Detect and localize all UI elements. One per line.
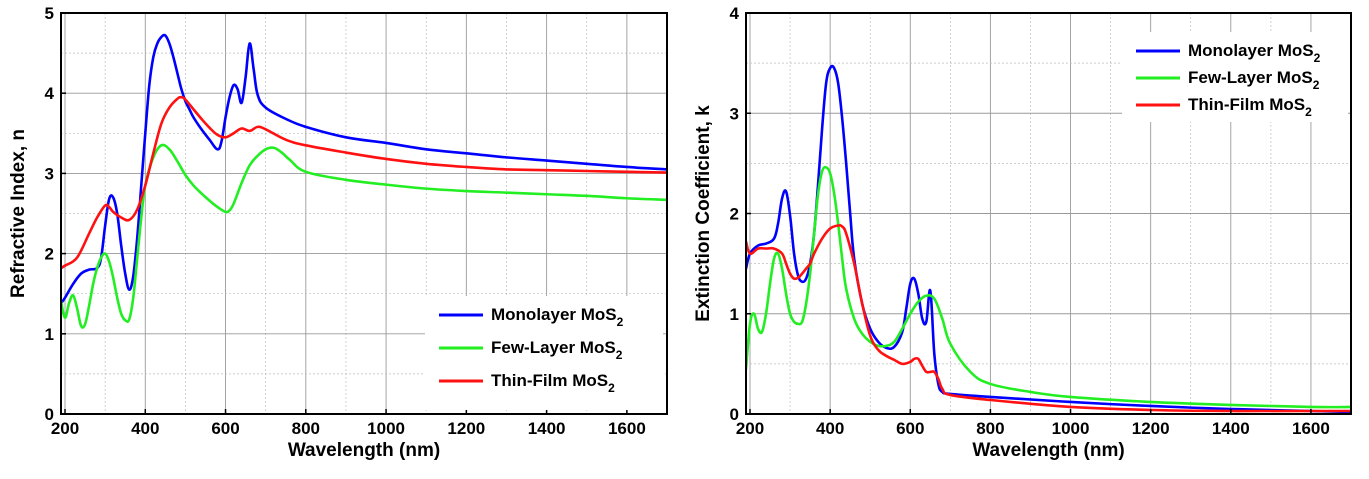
x-tick-label: 800 (976, 419, 1004, 438)
y-tick-label: 5 (45, 4, 54, 23)
y-tick-label: 4 (730, 4, 740, 23)
legend-label-text: Monolayer MoS (1188, 41, 1314, 60)
y-tick-label: 1 (45, 325, 54, 344)
y-tick-label: 2 (730, 205, 739, 224)
x-tick-label: 1200 (447, 419, 485, 438)
legend-label-text: Thin-Film MoS (1188, 95, 1305, 114)
legend-label-text: Few-Layer MoS (1188, 68, 1313, 87)
x-axis-title: Wavelength (nm) (288, 440, 440, 461)
series-line-2 (746, 224, 1351, 413)
axes-frame (60, 12, 668, 415)
extinction-coefficient-chart: 200 400 600 800 1000 1200 1400 1600 0 1 2 3 4 Wavelen… (693, 4, 1352, 461)
x-tick-label: 200 (51, 419, 79, 438)
legend-label-1: Few-Layer MoS2 (491, 338, 623, 362)
legend-label-subscript: 2 (1305, 105, 1312, 119)
x-tick-label: 600 (896, 419, 924, 438)
x-tick-label: 800 (292, 419, 320, 438)
legend-label-subscript: 2 (617, 315, 624, 329)
refractive-index-chart: 200 400 600 800 1000 1200 1400 1600 0 1 2 3 4 5 Wavele… (8, 4, 668, 461)
legend-label-text: Few-Layer MoS (491, 338, 616, 357)
y-tick-label: 4 (45, 84, 55, 103)
x-tick-label: 1400 (1212, 419, 1250, 438)
x-tick-label: 1000 (367, 419, 405, 438)
series-line-1 (61, 143, 667, 329)
y-tick-label: 3 (45, 164, 54, 183)
x-tick-label: 1000 (1052, 419, 1090, 438)
x-tick-label: 1600 (1292, 419, 1330, 438)
x-tick-label: 200 (736, 419, 764, 438)
legend-label-subscript: 2 (608, 381, 615, 395)
legend-label-0: Monolayer MoS2 (1188, 41, 1321, 65)
legend-label-subscript: 2 (1313, 78, 1320, 92)
legend-label-0: Monolayer MoS2 (491, 305, 624, 329)
x-axis-title: Wavelength (nm) (972, 440, 1124, 461)
x-tick-label: 400 (816, 419, 844, 438)
legend-label-subscript: 2 (616, 348, 623, 362)
y-tick-label: 0 (45, 405, 54, 424)
legend-label-subscript: 2 (1314, 51, 1321, 65)
series-group (61, 33, 667, 329)
legend-label-2: Thin-Film MoS2 (1188, 95, 1312, 119)
x-tick-label: 1200 (1132, 419, 1170, 438)
y-tick-label: 2 (45, 245, 54, 264)
series-line-2 (61, 95, 667, 270)
series-line-0 (746, 64, 1351, 414)
y-tick-label: 3 (730, 104, 739, 123)
y-axis-title: Extinction Coefficient, k (693, 105, 714, 322)
legend-label-2: Thin-Film MoS2 (491, 371, 615, 395)
y-axis-title: Refractive Index, n (8, 129, 29, 298)
series-group (746, 64, 1351, 414)
legend-label-text: Thin-Film MoS (491, 371, 608, 390)
x-tick-label: 400 (131, 419, 159, 438)
y-tick-label: 0 (730, 405, 739, 424)
legend-label-text: Monolayer MoS (491, 305, 617, 324)
y-tick-label: 1 (730, 305, 739, 324)
legend-label-1: Few-Layer MoS2 (1188, 68, 1320, 92)
x-tick-label: 1400 (528, 419, 566, 438)
x-tick-label: 600 (211, 419, 239, 438)
x-tick-label: 1600 (608, 419, 646, 438)
